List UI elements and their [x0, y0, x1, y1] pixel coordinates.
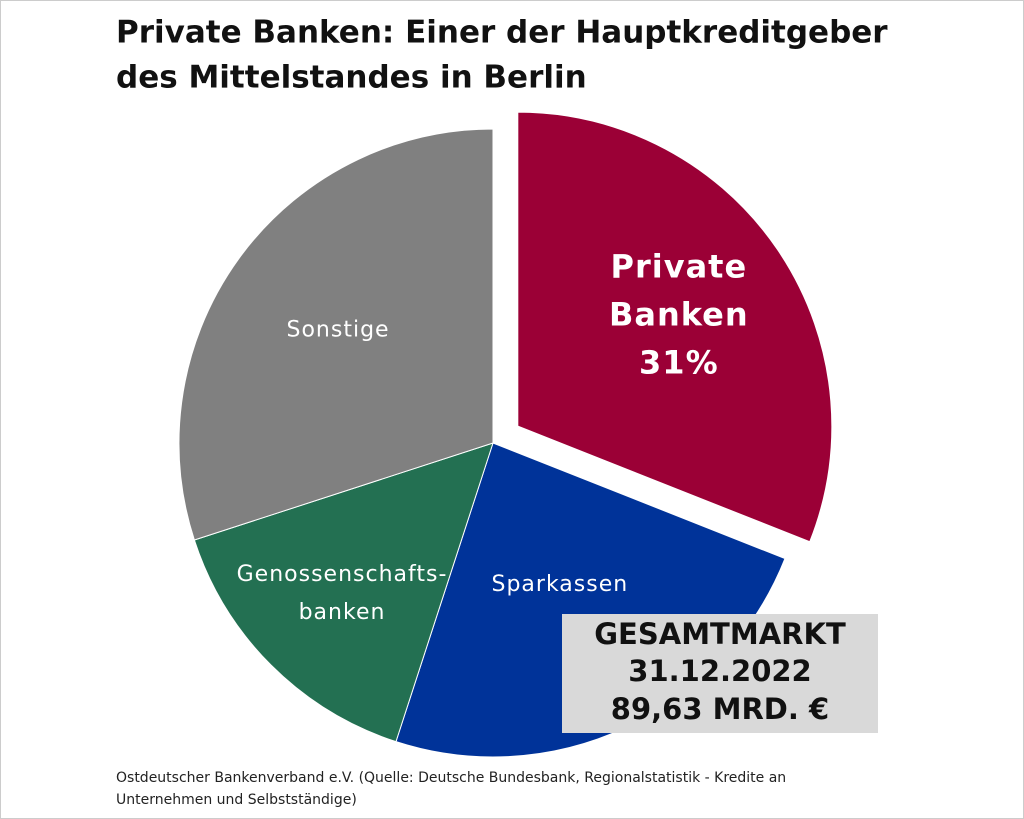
- slice: [178, 128, 494, 541]
- slice-label: Private: [611, 248, 748, 286]
- source: Ostdeutscher Bankenverband e.V. (Quelle:…: [116, 770, 786, 786]
- source: Unternehmen und Selbstständige): [116, 792, 357, 808]
- slice-label: Genossenschafts-: [237, 562, 448, 587]
- annotation: 31.12.2022: [628, 654, 811, 688]
- slice-label: Sparkassen: [491, 572, 628, 597]
- slice-label: banken: [299, 600, 386, 625]
- annotation-box: [562, 614, 878, 733]
- chart-title: des Mittelstandes in Berlin: [116, 60, 587, 96]
- slice-label: Banken: [609, 296, 749, 334]
- annotation: 89,63 MRD. €: [611, 692, 829, 726]
- slice: [193, 442, 494, 743]
- slice: [517, 111, 833, 543]
- slice-label: Sonstige: [287, 317, 390, 342]
- chart-title: Private Banken: Einer der Hauptkreditgeb…: [116, 15, 888, 51]
- value-label: 31%: [639, 344, 719, 382]
- annotation: GESAMTMARKT: [594, 617, 846, 651]
